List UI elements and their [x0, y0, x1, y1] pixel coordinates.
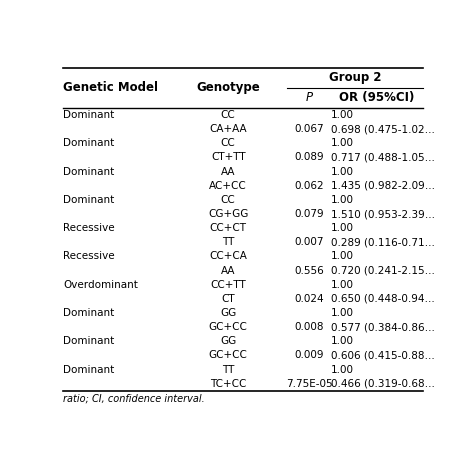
Text: 0.466 (0.319-0.68…: 0.466 (0.319-0.68… [331, 379, 435, 389]
Text: 0.067: 0.067 [294, 124, 324, 134]
Text: 1.00: 1.00 [331, 308, 354, 318]
Text: 1.00: 1.00 [331, 365, 354, 374]
Text: Recessive: Recessive [63, 223, 115, 233]
Text: 1.00: 1.00 [331, 110, 354, 120]
Text: CT+TT: CT+TT [211, 153, 246, 163]
Text: 0.007: 0.007 [294, 237, 324, 247]
Text: $\bf\it{P}$: $\bf\it{P}$ [304, 91, 314, 104]
Text: 0.720 (0.241-2.15…: 0.720 (0.241-2.15… [331, 265, 435, 275]
Text: Overdominant: Overdominant [63, 280, 138, 290]
Text: CC: CC [221, 195, 236, 205]
Text: CC+CT: CC+CT [210, 223, 247, 233]
Text: GG: GG [220, 337, 237, 346]
Text: Dominant: Dominant [63, 110, 114, 120]
Text: 0.062: 0.062 [294, 181, 324, 191]
Text: Dominant: Dominant [63, 365, 114, 374]
Text: 0.650 (0.448-0.94…: 0.650 (0.448-0.94… [331, 294, 435, 304]
Text: 0.717 (0.488-1.05…: 0.717 (0.488-1.05… [331, 153, 435, 163]
Text: Dominant: Dominant [63, 337, 114, 346]
Text: 0.698 (0.475-1.02…: 0.698 (0.475-1.02… [331, 124, 435, 134]
Text: GC+CC: GC+CC [209, 322, 248, 332]
Text: Genotype: Genotype [196, 82, 260, 94]
Text: 0.008: 0.008 [294, 322, 324, 332]
Text: 0.089: 0.089 [294, 153, 324, 163]
Text: CC+CA: CC+CA [210, 252, 247, 262]
Text: 1.00: 1.00 [331, 252, 354, 262]
Text: 1.00: 1.00 [331, 280, 354, 290]
Text: CG+GG: CG+GG [208, 209, 248, 219]
Text: OR (95%CI): OR (95%CI) [339, 91, 415, 104]
Text: 1.510 (0.953-2.39…: 1.510 (0.953-2.39… [331, 209, 435, 219]
Text: AA: AA [221, 167, 236, 177]
Text: GG: GG [220, 308, 237, 318]
Text: CC+TT: CC+TT [210, 280, 246, 290]
Text: 0.289 (0.116-0.71…: 0.289 (0.116-0.71… [331, 237, 435, 247]
Text: 1.435 (0.982-2.09…: 1.435 (0.982-2.09… [331, 181, 435, 191]
Text: GC+CC: GC+CC [209, 350, 248, 361]
Text: Group 2: Group 2 [328, 72, 381, 84]
Text: AC+CC: AC+CC [210, 181, 247, 191]
Text: CT: CT [221, 294, 235, 304]
Text: 0.577 (0.384-0.86…: 0.577 (0.384-0.86… [331, 322, 435, 332]
Text: AA: AA [221, 265, 236, 275]
Text: 0.024: 0.024 [294, 294, 324, 304]
Text: Dominant: Dominant [63, 138, 114, 148]
Text: CA+AA: CA+AA [210, 124, 247, 134]
Text: 7.75E-05: 7.75E-05 [286, 379, 332, 389]
Text: Recessive: Recessive [63, 252, 115, 262]
Text: TT: TT [222, 365, 235, 374]
Text: ratio; CI, confidence interval.: ratio; CI, confidence interval. [63, 394, 205, 404]
Text: Genetic Model: Genetic Model [63, 82, 158, 94]
Text: 1.00: 1.00 [331, 167, 354, 177]
Text: Dominant: Dominant [63, 195, 114, 205]
Text: 0.009: 0.009 [294, 350, 324, 361]
Text: CC: CC [221, 138, 236, 148]
Text: 1.00: 1.00 [331, 223, 354, 233]
Text: 0.556: 0.556 [294, 265, 324, 275]
Text: 1.00: 1.00 [331, 337, 354, 346]
Text: 1.00: 1.00 [331, 138, 354, 148]
Text: Dominant: Dominant [63, 308, 114, 318]
Text: CC: CC [221, 110, 236, 120]
Text: TT: TT [222, 237, 235, 247]
Text: 1.00: 1.00 [331, 195, 354, 205]
Text: Dominant: Dominant [63, 167, 114, 177]
Text: 0.606 (0.415-0.88…: 0.606 (0.415-0.88… [331, 350, 435, 361]
Text: TC+CC: TC+CC [210, 379, 246, 389]
Text: 0.079: 0.079 [294, 209, 324, 219]
